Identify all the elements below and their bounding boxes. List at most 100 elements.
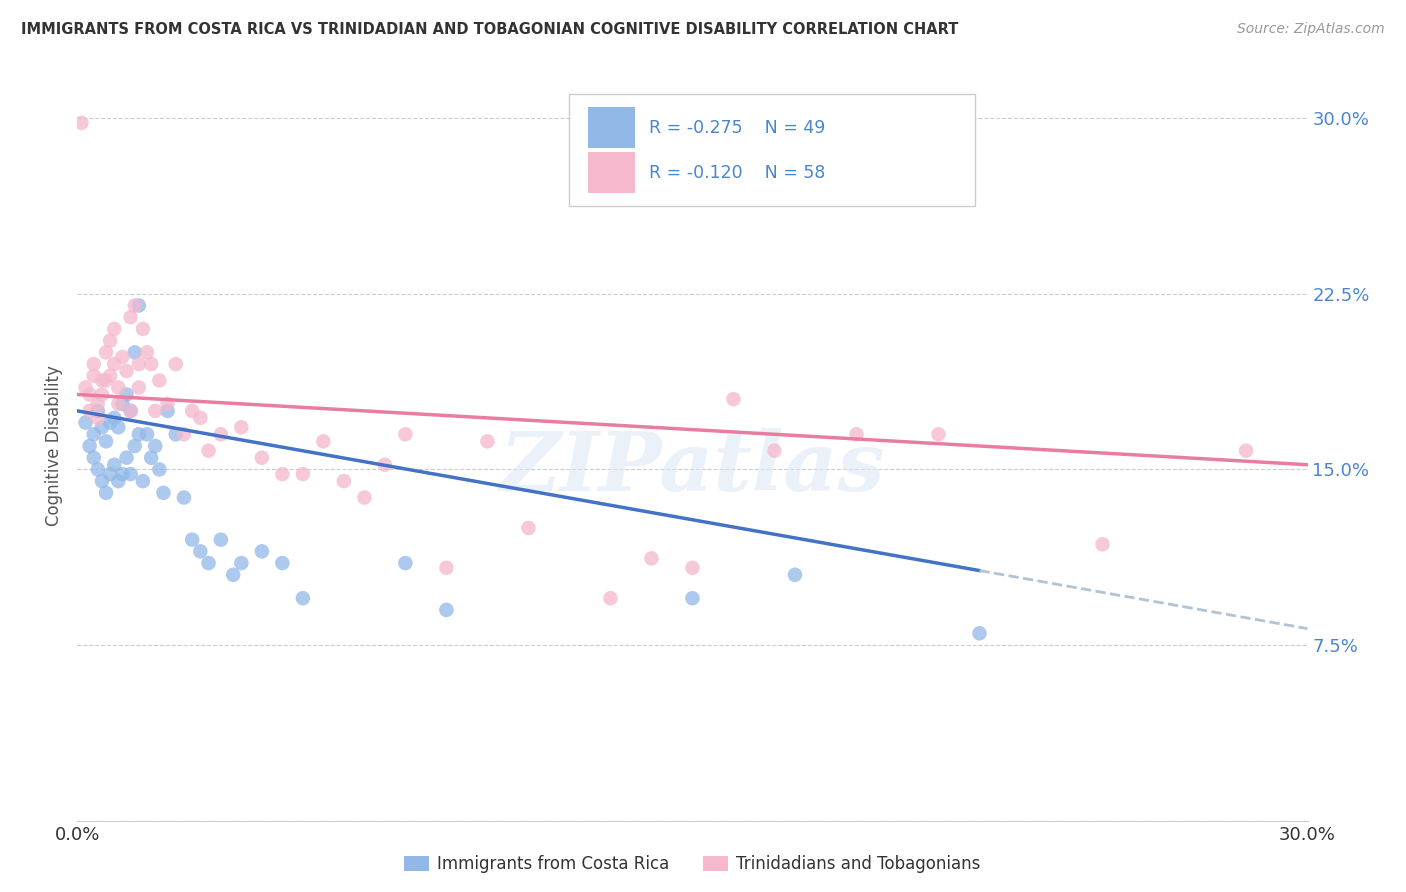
- Point: [141, 450, 163, 465]
- Point: [87, 462, 110, 476]
- Point: [111, 397, 134, 411]
- Point: [1234, 443, 1257, 458]
- Point: [165, 357, 187, 371]
- Point: [107, 397, 129, 411]
- Point: [723, 392, 745, 407]
- Point: [83, 368, 105, 383]
- Text: Source: ZipAtlas.com: Source: ZipAtlas.com: [1237, 22, 1385, 37]
- Point: [90, 387, 114, 401]
- Point: [103, 357, 125, 371]
- Point: [165, 427, 187, 442]
- Text: R = -0.275    N = 49: R = -0.275 N = 49: [650, 119, 825, 136]
- Point: [94, 434, 117, 449]
- Point: [152, 485, 174, 500]
- Point: [87, 411, 110, 425]
- Point: [98, 467, 121, 482]
- Point: [682, 561, 704, 575]
- Point: [250, 450, 273, 465]
- Point: [517, 521, 540, 535]
- Point: [98, 416, 121, 430]
- Point: [128, 298, 150, 313]
- Point: [103, 322, 125, 336]
- Point: [115, 450, 138, 465]
- Point: [783, 567, 806, 582]
- Text: ZIPatlas: ZIPatlas: [499, 428, 886, 508]
- Point: [124, 439, 146, 453]
- Point: [1091, 537, 1114, 551]
- Point: [128, 357, 150, 371]
- Point: [312, 434, 335, 449]
- FancyBboxPatch shape: [588, 107, 634, 148]
- Point: [845, 427, 868, 442]
- Point: [120, 467, 142, 482]
- Point: [353, 491, 375, 505]
- Point: [477, 434, 499, 449]
- Point: [115, 387, 138, 401]
- Point: [70, 116, 93, 130]
- Legend: Immigrants from Costa Rica, Trinidadians and Tobagonians: Immigrants from Costa Rica, Trinidadians…: [398, 848, 987, 880]
- Point: [231, 556, 253, 570]
- Point: [124, 298, 146, 313]
- Point: [374, 458, 396, 472]
- Point: [120, 404, 142, 418]
- Point: [271, 467, 294, 482]
- Point: [188, 411, 212, 425]
- Point: [436, 561, 458, 575]
- Point: [75, 416, 97, 430]
- Point: [136, 345, 159, 359]
- Point: [333, 474, 356, 488]
- Point: [197, 556, 219, 570]
- Point: [107, 420, 129, 434]
- Point: [640, 551, 662, 566]
- Point: [209, 427, 232, 442]
- Point: [132, 322, 155, 336]
- Point: [120, 404, 142, 418]
- Point: [291, 591, 314, 606]
- Point: [141, 357, 163, 371]
- Point: [90, 420, 114, 434]
- Point: [156, 404, 179, 418]
- Point: [103, 458, 125, 472]
- Point: [83, 357, 105, 371]
- Point: [394, 427, 416, 442]
- Point: [928, 427, 950, 442]
- Point: [83, 450, 105, 465]
- Point: [94, 374, 117, 388]
- Point: [394, 556, 416, 570]
- Point: [79, 439, 101, 453]
- Point: [103, 411, 125, 425]
- Point: [87, 404, 110, 418]
- Point: [599, 591, 621, 606]
- Point: [291, 467, 314, 482]
- Point: [98, 368, 121, 383]
- Point: [120, 310, 142, 325]
- Text: IMMIGRANTS FROM COSTA RICA VS TRINIDADIAN AND TOBAGONIAN COGNITIVE DISABILITY CO: IMMIGRANTS FROM COSTA RICA VS TRINIDADIA…: [21, 22, 959, 37]
- Point: [969, 626, 991, 640]
- Point: [90, 374, 114, 388]
- Point: [173, 491, 195, 505]
- Point: [107, 474, 129, 488]
- Point: [250, 544, 273, 558]
- Point: [231, 420, 253, 434]
- Point: [181, 404, 204, 418]
- Point: [222, 567, 245, 582]
- Text: R = -0.120    N = 58: R = -0.120 N = 58: [650, 163, 825, 181]
- Point: [143, 404, 166, 418]
- Point: [271, 556, 294, 570]
- Point: [107, 380, 129, 394]
- Point: [436, 603, 458, 617]
- Point: [94, 345, 117, 359]
- Point: [209, 533, 232, 547]
- Point: [132, 474, 155, 488]
- Point: [83, 427, 105, 442]
- Point: [143, 439, 166, 453]
- Point: [181, 533, 204, 547]
- Point: [94, 485, 117, 500]
- Point: [156, 397, 179, 411]
- FancyBboxPatch shape: [588, 152, 634, 193]
- Point: [124, 345, 146, 359]
- Point: [136, 427, 159, 442]
- Point: [763, 443, 786, 458]
- Point: [173, 427, 195, 442]
- Y-axis label: Cognitive Disability: Cognitive Disability: [45, 366, 63, 526]
